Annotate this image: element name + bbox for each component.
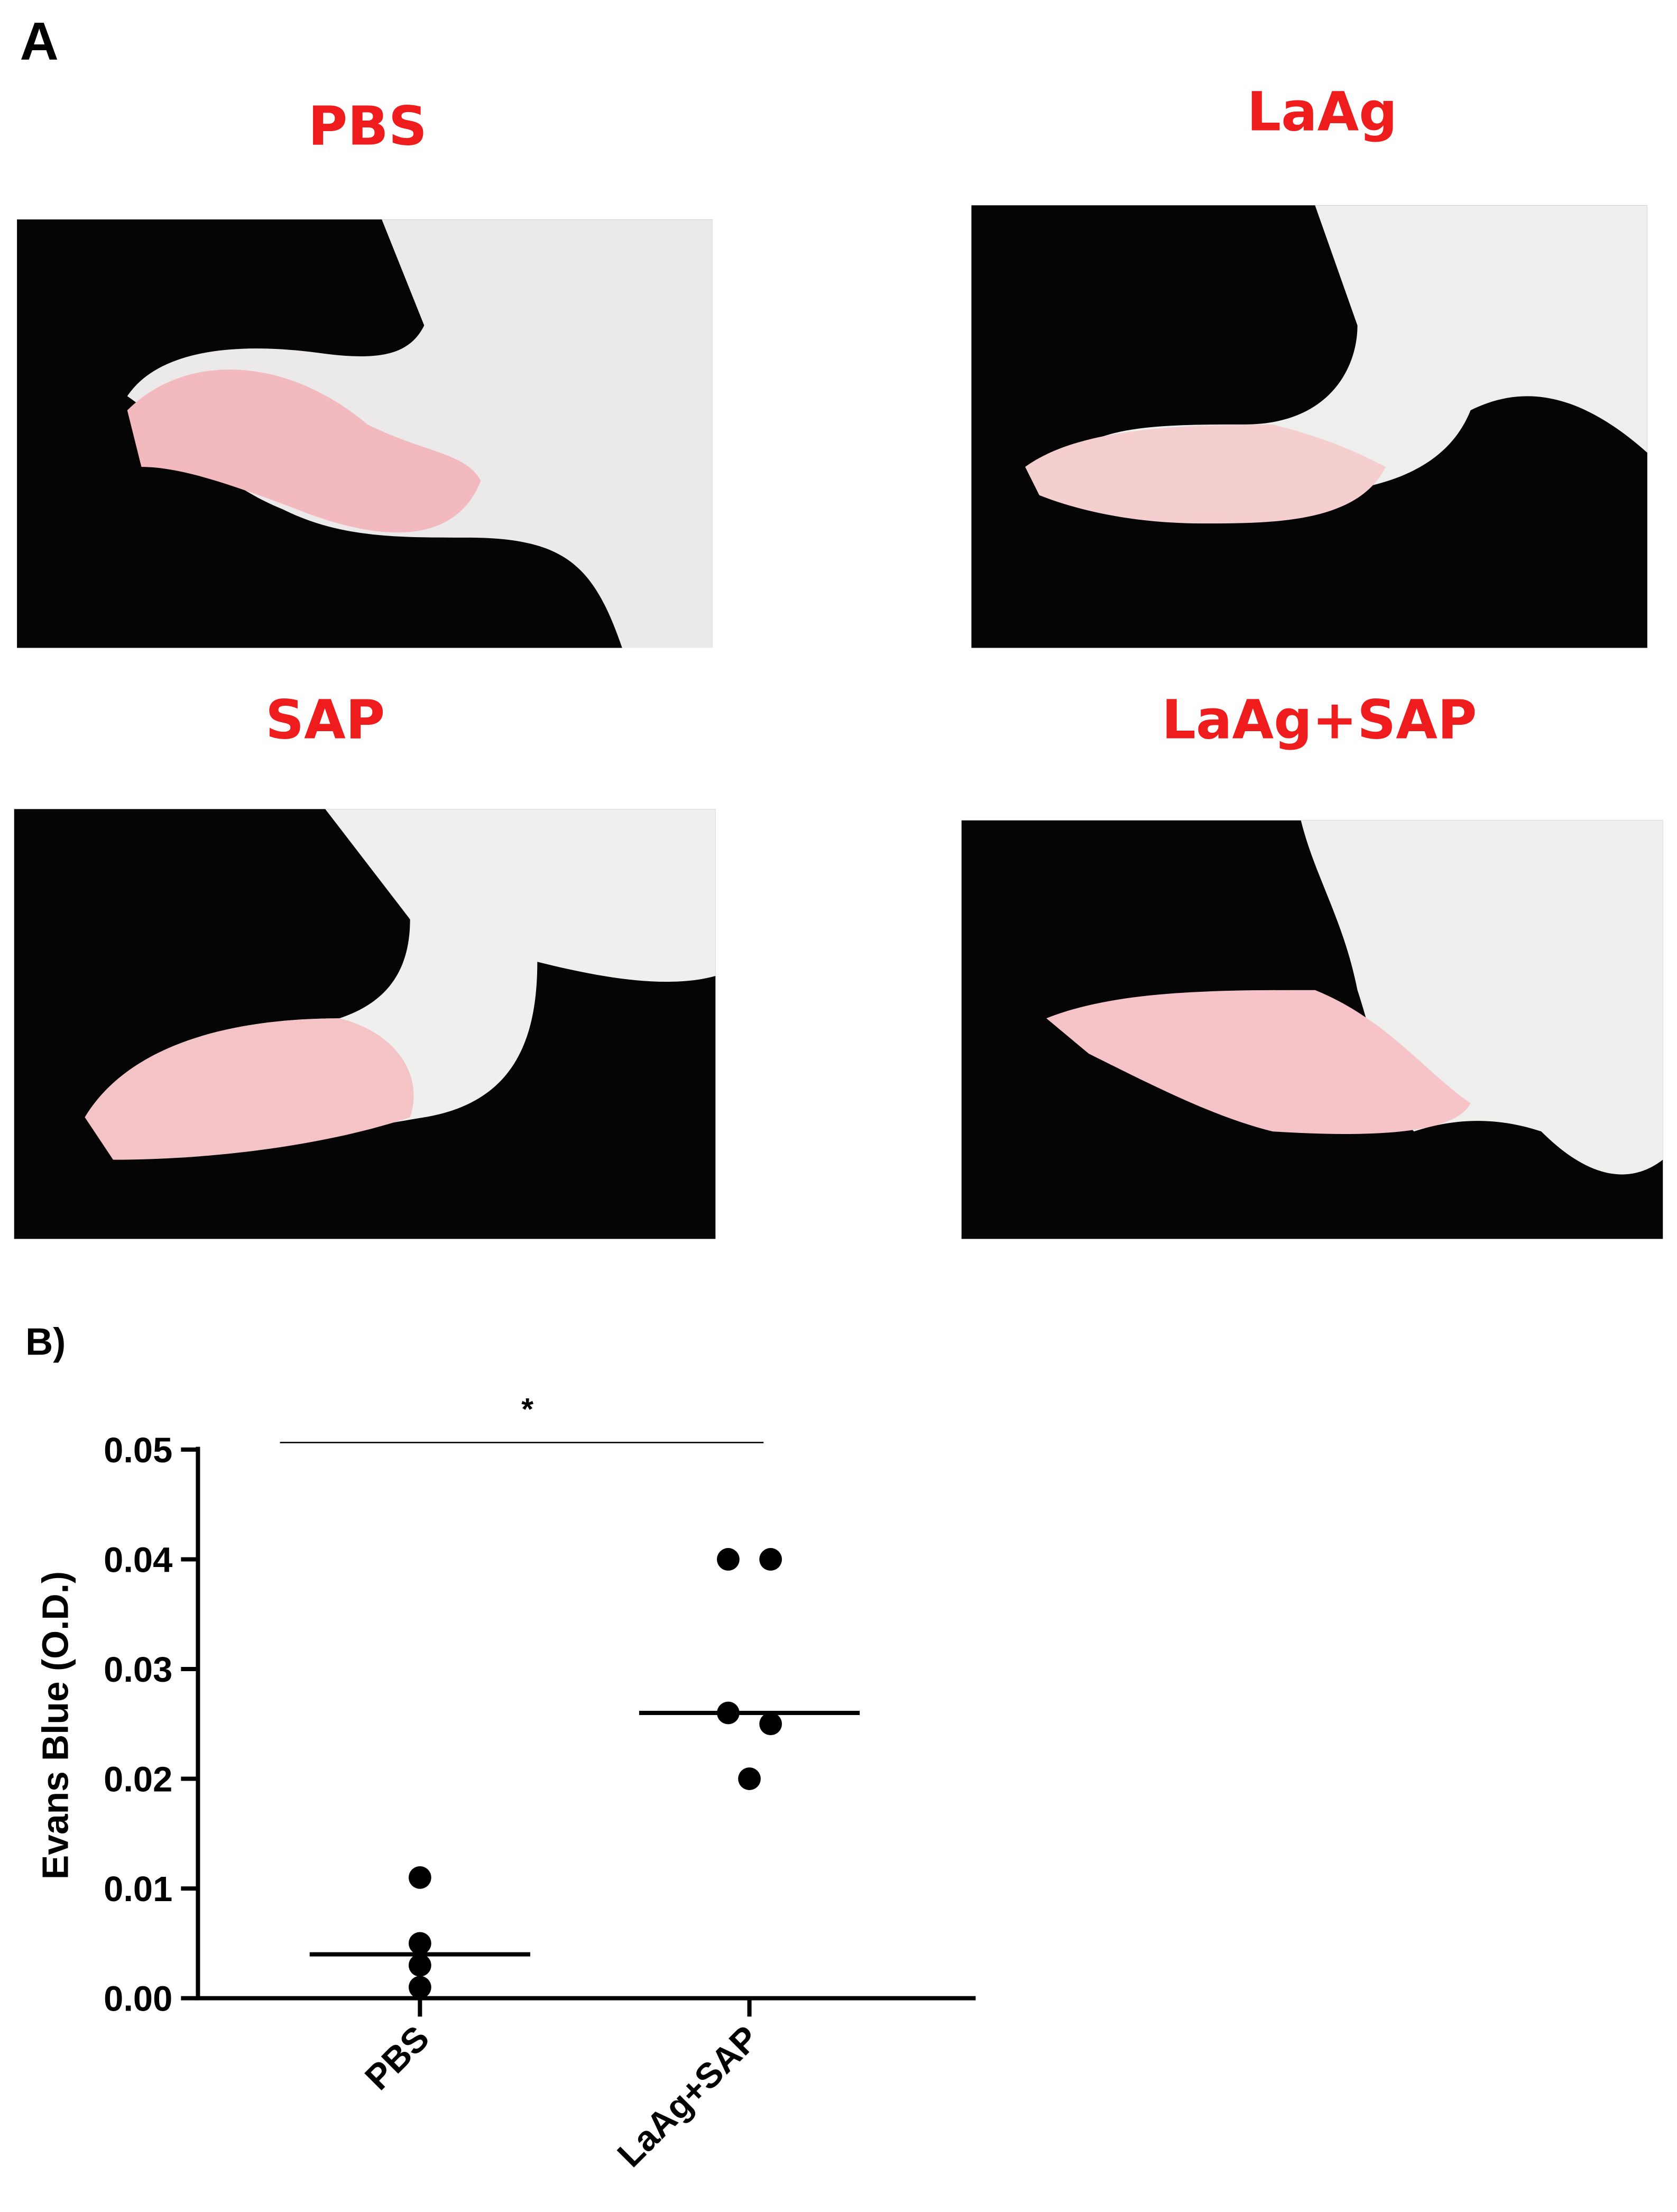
y-tick-label: 0.03: [104, 1650, 172, 1690]
y-axis-label: Evans Blue (O.D.): [34, 1571, 76, 1879]
data-point: [759, 1548, 782, 1571]
data-point: [716, 1548, 740, 1571]
x-tick-label: PBS: [357, 2018, 437, 2097]
photo-title: SAP: [265, 689, 385, 751]
y-tick-label: 0.01: [104, 1869, 172, 1909]
significance-label: *: [521, 1393, 533, 1427]
photo: [961, 820, 1663, 1239]
photo: [971, 205, 1647, 648]
photo: [14, 809, 716, 1239]
photo-title: LaAg: [1247, 81, 1397, 143]
y-tick-label: 0.00: [104, 1979, 172, 2019]
y-tick-label: 0.04: [104, 1541, 172, 1580]
y-tick-label: 0.02: [104, 1760, 172, 1800]
photo: [17, 219, 713, 648]
y-tick-label: 0.05: [104, 1431, 172, 1470]
data-point: [408, 1976, 431, 1999]
data-point: [408, 1953, 431, 1977]
data-point: [738, 1767, 761, 1790]
data-point: [759, 1712, 782, 1736]
photo-title: PBS: [308, 95, 427, 157]
data-point: [408, 1866, 431, 1889]
data-point: [408, 1932, 431, 1955]
x-tick-label: LaAg+SAP: [610, 2018, 766, 2174]
panel-label: A: [20, 11, 58, 71]
photo-title: LaAg+SAP: [1162, 689, 1477, 751]
panel-label: B): [25, 1321, 66, 1363]
